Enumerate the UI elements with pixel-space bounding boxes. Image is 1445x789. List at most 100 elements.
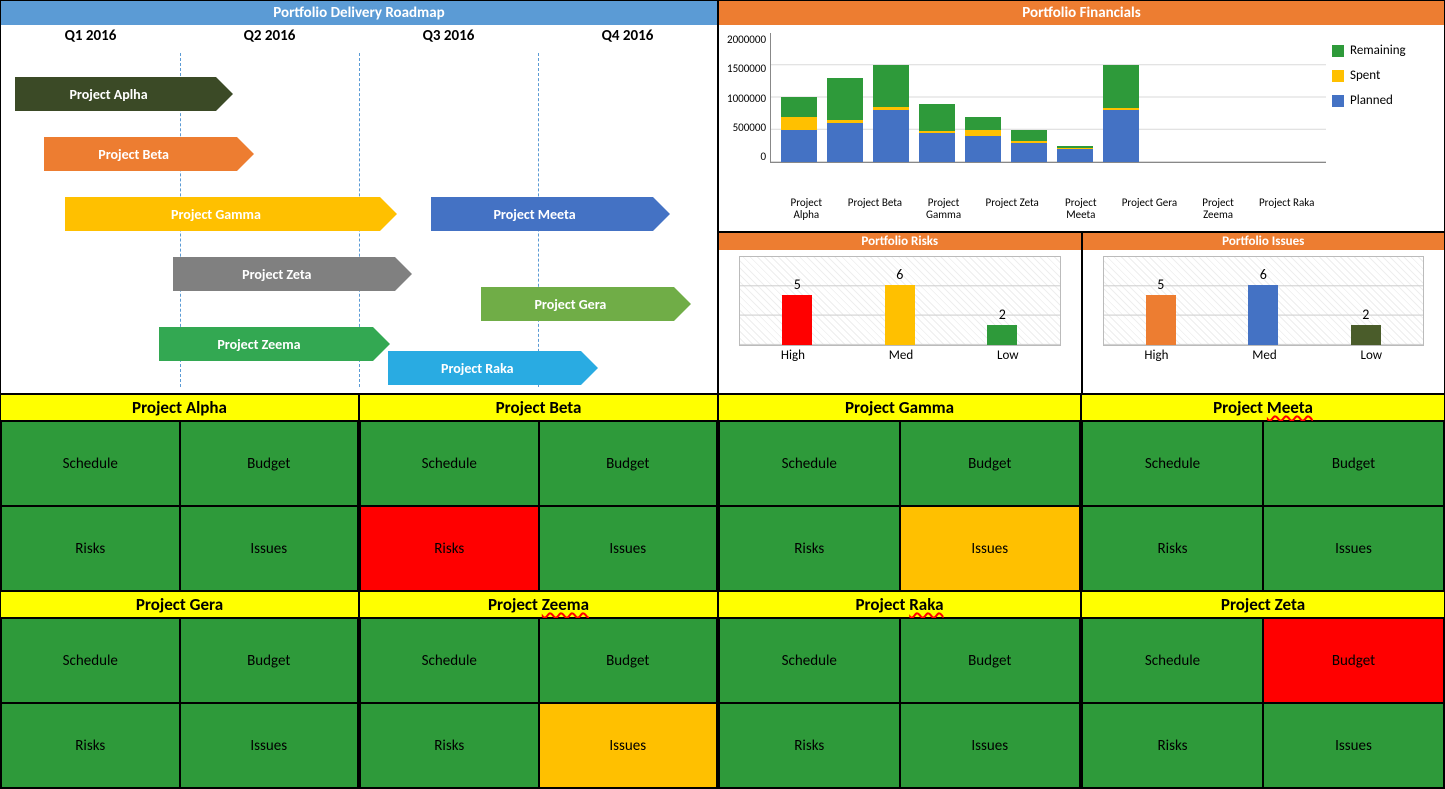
project-card: Project ZeemaScheduleBudgetRisksIssues	[359, 591, 718, 789]
status-cell-issues: Issues	[900, 506, 1081, 591]
status-cell-issues: Issues	[180, 506, 359, 591]
roadmap-bar: Project Gamma	[65, 197, 380, 231]
mini-x-label: Low	[1361, 348, 1383, 363]
x-label: Project Gera	[1120, 197, 1179, 221]
financials-bar	[965, 117, 1001, 163]
status-cell-risks: Risks	[360, 703, 539, 788]
mini-bar-rect	[1248, 285, 1278, 345]
project-card: Project ZetaScheduleBudgetRisksIssues	[1081, 591, 1445, 789]
roadmap-bar: Project Beta	[44, 137, 237, 171]
status-cell-risks: Risks	[360, 506, 539, 591]
bar-segment-planned	[827, 123, 863, 162]
status-cell-schedule: Schedule	[1, 421, 180, 506]
roadmap-bar-label: Project Gamma	[171, 206, 261, 223]
mini-bar: 5	[1136, 276, 1186, 345]
x-label: Project Gamma	[914, 197, 973, 221]
legend-swatch	[1332, 95, 1344, 107]
roadmap-panel: Portfolio Delivery Roadmap Q1 2016Q2 201…	[0, 0, 718, 394]
legend-label: Remaining	[1350, 43, 1406, 58]
roadmap-body: Q1 2016Q2 2016Q3 2016Q4 2016 Project Apl…	[1, 25, 717, 391]
bar-segment-planned	[1057, 149, 1093, 162]
roadmap-bar-label: Project Meeta	[493, 206, 575, 223]
status-cell-budget: Budget	[1263, 618, 1444, 703]
x-label: Project Raka	[1257, 197, 1316, 221]
bar-segment-planned	[873, 110, 909, 162]
mini-bar-rect	[987, 325, 1017, 345]
quarter-label: Q3 2016	[359, 27, 538, 45]
x-label: Project Zeema	[1189, 197, 1248, 221]
status-cell-schedule: Schedule	[1082, 618, 1263, 703]
roadmap-title: Portfolio Delivery Roadmap	[1, 1, 717, 25]
risks-panel: Portfolio Risks 562 HighMedLow	[718, 232, 1082, 394]
y-tick: 2000000	[727, 33, 766, 46]
status-cell-budget: Budget	[900, 618, 1081, 703]
roadmap-bar: Project Gera	[481, 287, 674, 321]
status-cell-schedule: Schedule	[1082, 421, 1263, 506]
status-cell-schedule: Schedule	[719, 618, 900, 703]
project-card: Project AlphaScheduleBudgetRisksIssues	[0, 394, 359, 592]
issues-panel: Portfolio Issues 562 HighMedLow	[1082, 232, 1445, 394]
mini-bar: 2	[1341, 306, 1391, 345]
mini-value: 6	[1260, 266, 1267, 283]
project-status-grid: ScheduleBudgetRisksIssues	[1082, 421, 1444, 591]
roadmap-bar-label: Project Beta	[98, 146, 169, 163]
status-cell-budget: Budget	[900, 421, 1081, 506]
bar-segment-remaining	[1103, 65, 1139, 109]
mini-value: 5	[794, 276, 801, 293]
project-status-grid: ScheduleBudgetRisksIssues	[360, 421, 717, 591]
status-cell-issues: Issues	[180, 703, 359, 788]
financials-chart	[770, 33, 1326, 163]
mini-x-label: High	[1144, 348, 1168, 363]
bar-segment-planned	[1011, 143, 1047, 163]
mini-bar: 2	[977, 306, 1027, 345]
x-label: Project Zeta	[983, 197, 1042, 221]
mini-bar-rect	[885, 285, 915, 345]
status-cell-issues: Issues	[1263, 703, 1444, 788]
roadmap-bar: Project Raka	[388, 351, 581, 385]
status-cell-schedule: Schedule	[1, 618, 180, 703]
issues-chart: 5 6 2	[1103, 256, 1425, 346]
status-cell-issues: Issues	[539, 703, 718, 788]
financials-bar	[1103, 65, 1139, 162]
project-row-2: Project GeraScheduleBudgetRisksIssuesPro…	[0, 591, 1445, 788]
status-cell-budget: Budget	[539, 618, 718, 703]
financials-bar	[919, 104, 955, 162]
right-top: Portfolio Financials 2000000150000010000…	[718, 0, 1445, 394]
status-cell-issues: Issues	[539, 506, 718, 591]
status-cell-risks: Risks	[1082, 703, 1263, 788]
financials-legend: RemainingSpentPlanned	[1326, 29, 1436, 221]
bar-segment-remaining	[965, 117, 1001, 130]
project-card: Project RakaScheduleBudgetRisksIssues	[718, 591, 1081, 789]
quarter-label: Q1 2016	[1, 27, 180, 45]
mini-bar: 5	[772, 276, 822, 345]
mini-value: 2	[999, 306, 1006, 323]
roadmap-bar: Project Aplha	[15, 77, 215, 111]
legend-swatch	[1332, 70, 1344, 82]
project-status-grid: ScheduleBudgetRisksIssues	[1, 618, 358, 788]
project-title: Project Zeta	[1082, 592, 1444, 618]
project-title: Project Gera	[1, 592, 358, 618]
status-cell-issues: Issues	[1263, 506, 1444, 591]
project-card: Project BetaScheduleBudgetRisksIssues	[359, 394, 718, 592]
project-title: Project Meeta	[1082, 395, 1444, 421]
status-cell-schedule: Schedule	[360, 618, 539, 703]
y-tick: 500000	[727, 121, 766, 134]
x-label: Project Beta	[846, 197, 905, 221]
mini-bar: 6	[1238, 266, 1288, 345]
legend-item: Remaining	[1332, 43, 1436, 58]
legend-item: Spent	[1332, 68, 1436, 83]
project-status-grid: ScheduleBudgetRisksIssues	[1, 421, 358, 591]
financials-bar	[1057, 146, 1093, 162]
status-cell-risks: Risks	[1, 506, 180, 591]
status-cell-budget: Budget	[1263, 421, 1444, 506]
bar-segment-planned	[919, 133, 955, 162]
project-status-grid: ScheduleBudgetRisksIssues	[1082, 618, 1444, 788]
x-label: Project Meeta	[1052, 197, 1111, 221]
dashboard: Portfolio Delivery Roadmap Q1 2016Q2 201…	[0, 0, 1445, 788]
mini-bar-rect	[1146, 295, 1176, 345]
legend-swatch	[1332, 45, 1344, 57]
x-label: Project Alpha	[777, 197, 836, 221]
project-row-1: Project AlphaScheduleBudgetRisksIssuesPr…	[0, 394, 1445, 591]
roadmap-bar-label: Project Aplha	[69, 86, 147, 103]
project-status-grid: ScheduleBudgetRisksIssues	[360, 618, 717, 788]
